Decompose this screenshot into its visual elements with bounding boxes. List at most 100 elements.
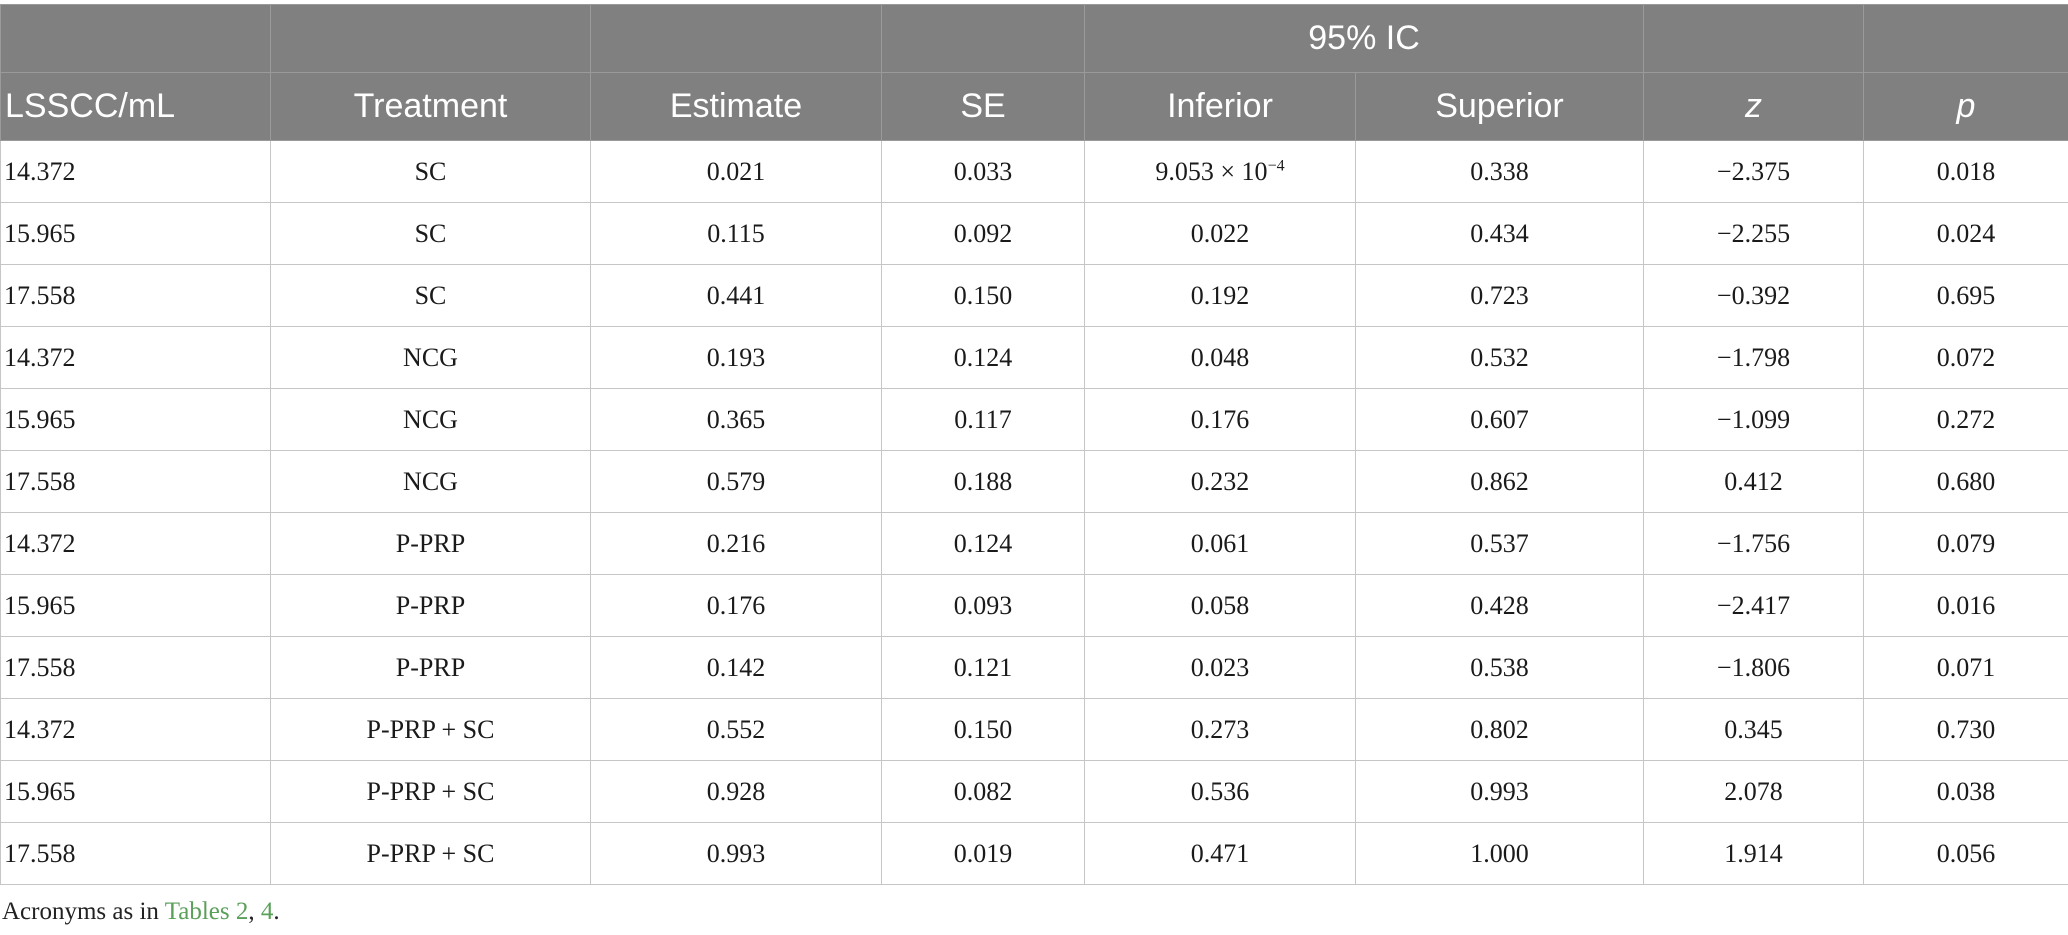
cell-lsscc: 14.372 — [0, 698, 271, 761]
cell-se: 0.150 — [881, 264, 1085, 327]
cell-treatment: SC — [270, 264, 591, 327]
cell-z: −2.375 — [1643, 140, 1864, 203]
column-header-z: z — [1643, 72, 1864, 141]
cell-estimate: 0.021 — [590, 140, 882, 203]
header-empty-cell — [590, 4, 882, 73]
cell-superior: 0.993 — [1355, 760, 1644, 823]
table-row: 17.558 P-PRP + SC 0.993 0.019 0.471 1.00… — [0, 822, 2068, 885]
cell-estimate: 0.365 — [590, 388, 882, 451]
footnote-link-table-4[interactable]: 4 — [260, 898, 274, 925]
cell-treatment: SC — [270, 140, 591, 203]
column-header-inferior: Inferior — [1084, 72, 1356, 141]
cell-p: 0.730 — [1863, 698, 2068, 761]
cell-p: 0.071 — [1863, 636, 2068, 699]
cell-estimate: 0.552 — [590, 698, 882, 761]
cell-se: 0.117 — [881, 388, 1085, 451]
cell-lsscc: 14.372 — [0, 140, 271, 203]
footnote-link-tables-2[interactable]: Tables 2 — [164, 898, 249, 925]
header-empty-cell — [270, 4, 591, 73]
cell-se: 0.033 — [881, 140, 1085, 203]
cell-lsscc: 15.965 — [0, 388, 271, 451]
cell-se: 0.082 — [881, 760, 1085, 823]
table-wrapper: 95% IC LSSCC/mL Treatment Estimate SE In… — [0, 4, 2068, 885]
cell-se: 0.124 — [881, 512, 1085, 575]
cell-inferior: 0.058 — [1084, 574, 1356, 637]
cell-treatment: P-PRP — [270, 636, 591, 699]
table-row: 14.372 NCG 0.193 0.124 0.048 0.532 −1.79… — [0, 326, 2068, 389]
cell-se: 0.188 — [881, 450, 1085, 513]
cell-estimate: 0.216 — [590, 512, 882, 575]
table-row: 15.965 P-PRP + SC 0.928 0.082 0.536 0.99… — [0, 760, 2068, 823]
table-row: 17.558 NCG 0.579 0.188 0.232 0.862 0.412… — [0, 450, 2068, 513]
cell-z: −1.806 — [1643, 636, 1864, 699]
cell-p: 0.024 — [1863, 202, 2068, 265]
cell-superior: 0.538 — [1355, 636, 1644, 699]
cell-lsscc: 17.558 — [0, 636, 271, 699]
header-empty-cell — [0, 4, 271, 73]
cell-inferior: 0.232 — [1084, 450, 1356, 513]
column-header-se: SE — [881, 72, 1085, 141]
cell-z: −1.756 — [1643, 512, 1864, 575]
cell-lsscc: 17.558 — [0, 264, 271, 327]
cell-estimate: 0.993 — [590, 822, 882, 885]
table-row: 14.372 SC 0.021 0.033 9.053 × 10−4 0.338… — [0, 140, 2068, 203]
cell-inferior: 9.053 × 10−4 — [1084, 140, 1356, 203]
cell-lsscc: 14.372 — [0, 326, 271, 389]
cell-inferior: 0.192 — [1084, 264, 1356, 327]
cell-estimate: 0.579 — [590, 450, 882, 513]
cell-treatment: P-PRP — [270, 574, 591, 637]
cell-lsscc: 17.558 — [0, 450, 271, 513]
cell-estimate: 0.142 — [590, 636, 882, 699]
cell-p: 0.072 — [1863, 326, 2068, 389]
table-footnote: Acronyms as in Tables 2, 4. — [2, 898, 280, 926]
inferior-exponent: −4 — [1267, 156, 1285, 174]
cell-p: 0.079 — [1863, 512, 2068, 575]
cell-estimate: 0.115 — [590, 202, 882, 265]
cell-superior: 0.607 — [1355, 388, 1644, 451]
header-group-row: 95% IC — [0, 4, 2068, 73]
cell-se: 0.121 — [881, 636, 1085, 699]
cell-treatment: NCG — [270, 450, 591, 513]
cell-z: 0.345 — [1643, 698, 1864, 761]
cell-treatment: NCG — [270, 326, 591, 389]
table-row: 15.965 NCG 0.365 0.117 0.176 0.607 −1.09… — [0, 388, 2068, 451]
cell-se: 0.124 — [881, 326, 1085, 389]
cell-z: −1.099 — [1643, 388, 1864, 451]
cell-superior: 0.537 — [1355, 512, 1644, 575]
header-empty-cell — [881, 4, 1085, 73]
cell-treatment: SC — [270, 202, 591, 265]
cell-inferior: 0.022 — [1084, 202, 1356, 265]
column-header-estimate: Estimate — [590, 72, 882, 141]
cell-se: 0.019 — [881, 822, 1085, 885]
table-row: 17.558 SC 0.441 0.150 0.192 0.723 −0.392… — [0, 264, 2068, 327]
cell-se: 0.150 — [881, 698, 1085, 761]
cell-z: 2.078 — [1643, 760, 1864, 823]
cell-inferior: 0.176 — [1084, 388, 1356, 451]
cell-superior: 0.532 — [1355, 326, 1644, 389]
cell-inferior: 0.048 — [1084, 326, 1356, 389]
cell-z: 0.412 — [1643, 450, 1864, 513]
cell-treatment: P-PRP — [270, 512, 591, 575]
column-header-lsscc: LSSCC/mL — [0, 72, 271, 141]
column-header-treatment: Treatment — [270, 72, 591, 141]
cell-se: 0.092 — [881, 202, 1085, 265]
cell-superior: 1.000 — [1355, 822, 1644, 885]
cell-superior: 0.338 — [1355, 140, 1644, 203]
inferior-mantissa: 9.053 × 10 — [1155, 156, 1268, 186]
table-body: 14.372 SC 0.021 0.033 9.053 × 10−4 0.338… — [0, 140, 2068, 885]
table-row: 15.965 P-PRP 0.176 0.093 0.058 0.428 −2.… — [0, 574, 2068, 637]
cell-superior: 0.802 — [1355, 698, 1644, 761]
cell-treatment: P-PRP + SC — [270, 760, 591, 823]
cell-estimate: 0.176 — [590, 574, 882, 637]
cell-se: 0.093 — [881, 574, 1085, 637]
cell-p: 0.272 — [1863, 388, 2068, 451]
cell-superior: 0.434 — [1355, 202, 1644, 265]
cell-p: 0.016 — [1863, 574, 2068, 637]
cell-superior: 0.723 — [1355, 264, 1644, 327]
header-empty-cell — [1863, 4, 2068, 73]
cell-lsscc: 15.965 — [0, 760, 271, 823]
cell-z: −0.392 — [1643, 264, 1864, 327]
cell-z: 1.914 — [1643, 822, 1864, 885]
cell-z: −1.798 — [1643, 326, 1864, 389]
footnote-suffix: . — [273, 898, 280, 925]
